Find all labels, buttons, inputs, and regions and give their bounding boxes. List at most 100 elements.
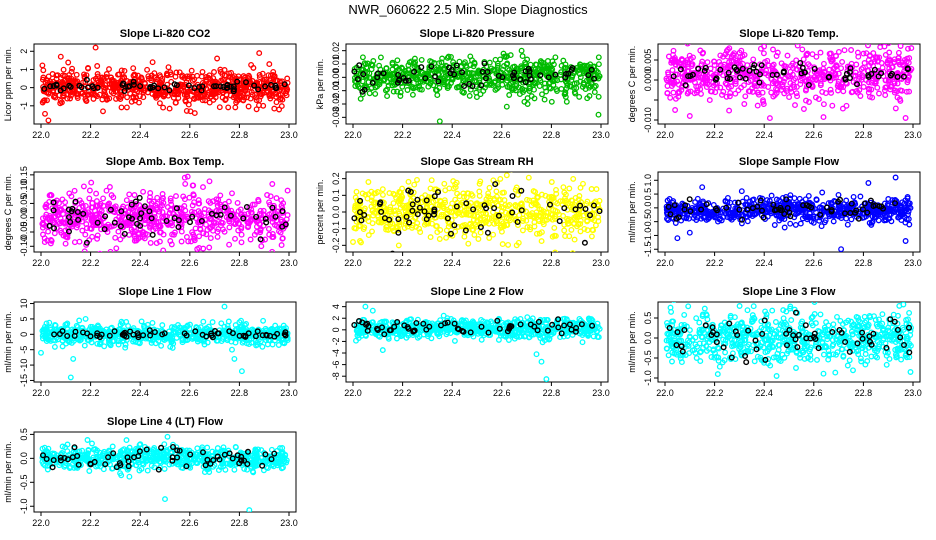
data-point: [578, 199, 584, 206]
data-point: [792, 221, 799, 228]
data-point: [112, 203, 119, 210]
data-point: [249, 91, 256, 98]
reference-point: [74, 208, 81, 215]
data-point: [269, 181, 276, 187]
data-point: [273, 93, 279, 100]
reference-point: [751, 62, 758, 69]
reference-point: [861, 200, 868, 207]
reference-point: [736, 206, 743, 213]
data-point: [437, 197, 444, 204]
data-point: [76, 238, 83, 245]
outlier-point: [902, 115, 909, 121]
data-point: [57, 100, 64, 107]
outlier-point: [686, 229, 693, 236]
reference-point: [101, 226, 108, 233]
data-point: [404, 87, 411, 93]
reference-point: [150, 82, 157, 89]
data-point: [731, 199, 738, 206]
reference-point: [94, 219, 101, 226]
reference-point: [808, 204, 815, 211]
data-point: [547, 85, 554, 92]
points-layer: [350, 172, 603, 252]
data-point: [106, 66, 112, 73]
reference-point: [65, 228, 72, 235]
reference-point: [381, 215, 388, 222]
data-point: [908, 45, 915, 52]
reference-point: [681, 206, 688, 213]
reference-point: [406, 219, 413, 226]
data-point: [903, 58, 910, 65]
data-point: [98, 208, 105, 214]
x-tick-label: 22.8: [855, 130, 873, 140]
y-tick-label: 0.02: [331, 42, 341, 60]
data-point: [724, 214, 731, 221]
data-point: [284, 187, 291, 194]
data-point: [284, 212, 291, 219]
data-point: [178, 238, 185, 245]
data-point: [401, 225, 408, 231]
data-point: [62, 199, 69, 206]
panel-title: Slope Line 1 Flow: [119, 286, 212, 298]
data-point: [143, 215, 149, 222]
reference-point: [561, 205, 568, 212]
data-point: [461, 193, 467, 200]
reference-point: [395, 216, 402, 223]
reference-point: [904, 65, 911, 72]
data-point: [817, 80, 824, 87]
y-axis-label: kPa per min.: [315, 59, 325, 110]
data-point: [159, 75, 166, 82]
reference-point: [411, 68, 418, 75]
data-point: [802, 213, 808, 220]
data-point: [874, 84, 881, 91]
data-point: [491, 195, 498, 202]
reference-point: [134, 220, 141, 227]
data-point: [66, 190, 73, 197]
reference-point: [865, 72, 872, 79]
x-tick-label: 22.2: [82, 388, 100, 398]
points-layer: [39, 173, 291, 252]
data-point: [482, 218, 489, 225]
outlier-point: [773, 53, 780, 59]
reference-point: [588, 66, 595, 73]
data-point: [397, 93, 404, 99]
data-point: [803, 97, 809, 104]
data-point: [749, 88, 756, 95]
data-point: [245, 103, 252, 110]
data-point: [414, 176, 420, 183]
data-point: [490, 231, 497, 238]
reference-point: [847, 65, 854, 72]
data-point: [182, 207, 189, 214]
reference-point: [448, 230, 455, 237]
data-point: [784, 52, 791, 59]
reference-point: [198, 217, 205, 224]
data-point: [133, 237, 140, 244]
data-point: [164, 72, 171, 79]
data-point: [79, 203, 86, 209]
reference-point: [511, 69, 518, 76]
reference-point: [171, 215, 178, 222]
data-point: [678, 87, 685, 93]
data-point: [82, 231, 89, 238]
reference-point: [53, 82, 60, 89]
outlier-point: [359, 54, 366, 61]
reference-point: [701, 67, 708, 74]
data-point: [722, 80, 729, 87]
reference-point: [262, 215, 269, 222]
data-point: [40, 88, 47, 95]
data-point: [246, 204, 253, 211]
y-tick-label: -0.2: [331, 238, 341, 254]
reference-point: [255, 86, 262, 93]
data-point: [664, 89, 671, 96]
reference-point: [435, 189, 442, 196]
x-tick-label: 22.6: [181, 388, 199, 398]
points-layer: [38, 303, 291, 381]
data-point: [570, 250, 576, 252]
reference-point: [783, 196, 790, 203]
data-point: [422, 192, 429, 199]
data-point: [495, 202, 502, 209]
data-point: [103, 187, 110, 194]
reference-point: [107, 206, 114, 213]
reference-point: [572, 206, 579, 213]
data-point: [353, 72, 360, 79]
